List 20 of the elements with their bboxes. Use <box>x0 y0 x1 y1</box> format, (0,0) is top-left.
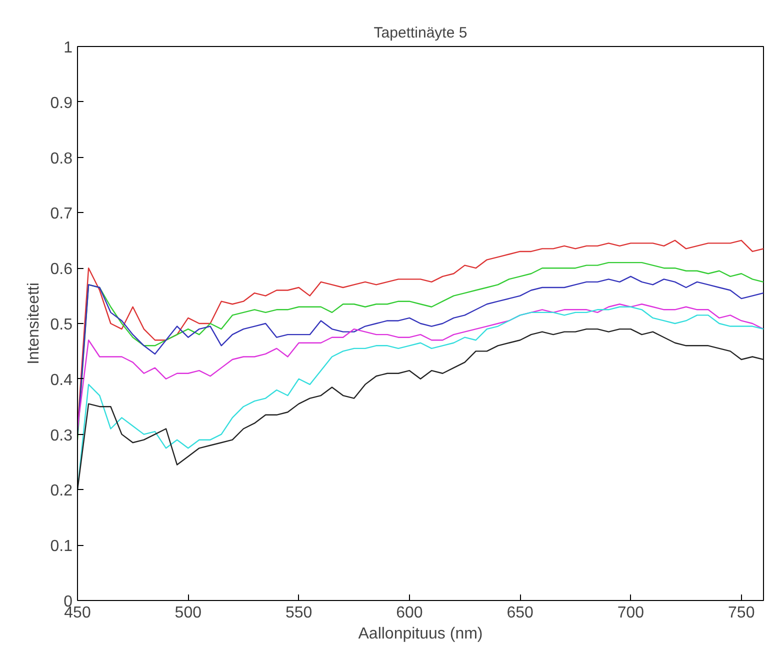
y-tick-label: 0.9 <box>50 94 73 112</box>
x-tick-label: 650 <box>506 604 534 622</box>
x-tick-label: 500 <box>174 604 202 622</box>
y-tick-label: 0.7 <box>50 206 73 223</box>
y-tick-label: 0.2 <box>50 482 73 500</box>
chart-title: Tapettinäyte 5 <box>374 24 468 42</box>
y-tick-label: 0.8 <box>50 150 73 168</box>
x-tick-label: 550 <box>285 604 312 622</box>
y-axis-title: Intensiteetti <box>25 282 42 364</box>
x-tick-label: 750 <box>728 604 755 622</box>
y-tick-label: 0.3 <box>50 427 73 444</box>
y-tick-label: 0.1 <box>50 538 73 556</box>
y-tick-label: 0.5 <box>50 316 73 334</box>
x-axis-title: Aallonpituus (nm) <box>358 626 483 642</box>
y-tick-label: 0.6 <box>50 261 73 278</box>
x-tick-label: 600 <box>396 604 423 622</box>
line-series <box>78 304 764 430</box>
y-tick-label: 1 <box>64 40 73 56</box>
x-tick-label: 700 <box>617 604 644 622</box>
y-tick-label: 0.4 <box>50 372 73 389</box>
